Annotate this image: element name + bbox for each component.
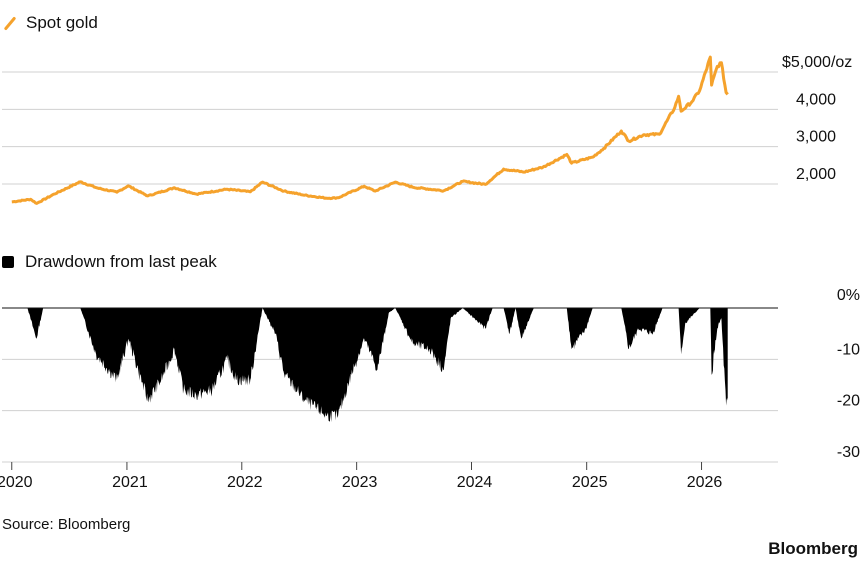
legend-spot-gold-label: Spot gold [26,13,98,32]
x-tick-label: 2025 [572,474,608,491]
x-tick-label: 2026 [687,474,723,491]
gold-ytick-label: 4,000 [796,91,836,108]
legend-drawdown: Drawdown from last peak [2,252,217,272]
x-tick-label: 2022 [227,474,263,491]
drawdown-ytick-label: -30 [837,444,860,461]
spot-gold-line [11,55,729,205]
x-tick-label: 2024 [457,474,493,491]
gold-ytick-label: 3,000 [796,129,836,146]
gold-ytick-label: 2,000 [796,166,836,183]
drawdown-ytick-label: 0% [837,287,860,304]
legend-drawdown-label: Drawdown from last peak [25,252,217,271]
x-tick-label: 2023 [342,474,378,491]
x-tick-label: 2020 [0,474,33,491]
drawdown-area [11,308,728,423]
source-note: Source: Bloomberg [2,516,131,533]
drawdown-ytick-label: -20 [837,393,860,410]
gold-ytick-label: $5,000/oz [782,54,852,71]
legend-spot-gold: Spot gold [2,13,98,33]
brand-logo: Bloomberg [768,539,858,558]
x-tick-label: 2021 [112,474,148,491]
square-swatch-icon [2,256,14,268]
drawdown-ytick-label: -10 [837,341,860,358]
